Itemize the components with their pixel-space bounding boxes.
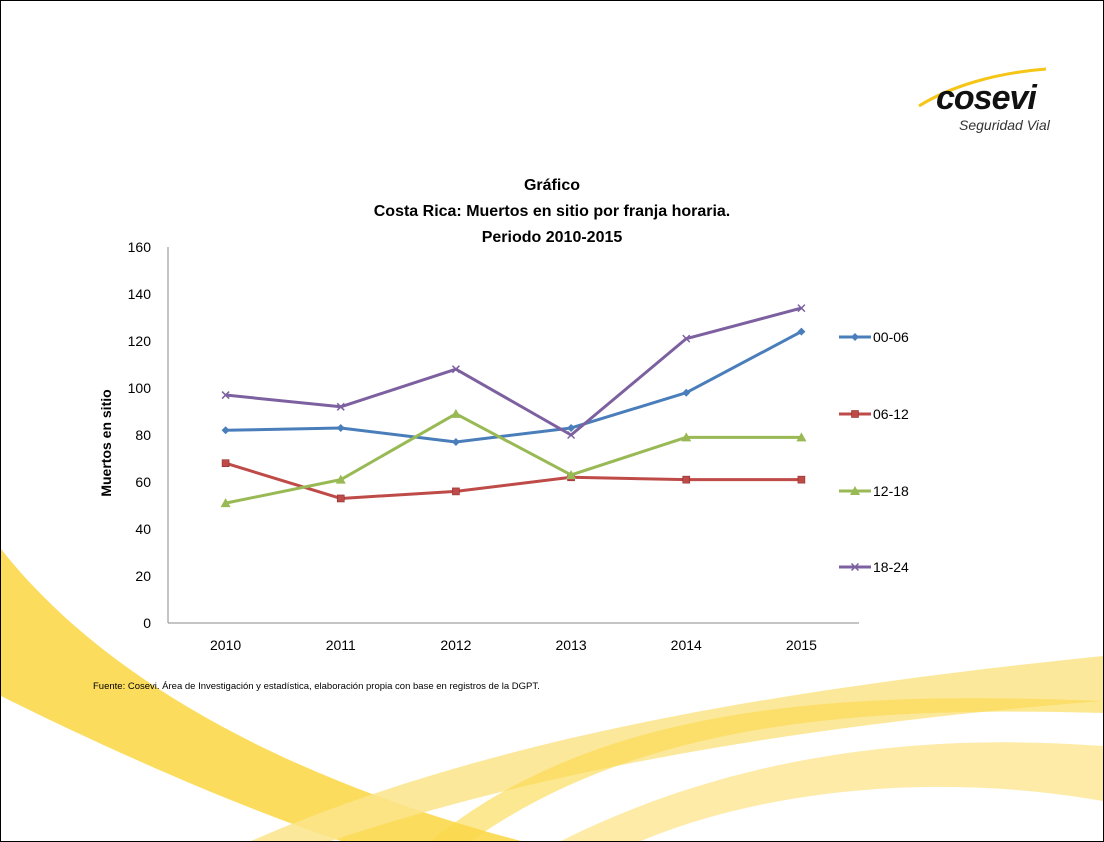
x-tick-label: 2010 [210,637,241,653]
data-point [221,426,230,435]
logo-swoosh-icon [918,67,1047,108]
y-tick-label: 80 [135,427,151,443]
y-axis: 0 20 40 60 80 100 120 140 160 Muertos en sitio [98,239,169,631]
source-note: Fuente: Cosevi. Área de Investigación y … [93,681,540,692]
data-point [681,432,692,442]
swoosh-band-thin [431,698,1103,841]
data-point [851,333,859,341]
x-axis: 2010 2011 2012 2013 2014 2015 [168,622,859,653]
y-tick-label: 120 [128,333,152,349]
data-point [796,432,807,442]
data-point [682,334,691,343]
y-axis-label: Muertos en sitio [98,389,114,496]
data-point [450,408,461,418]
swoosh-band-left [1,549,521,841]
series-00-06 [221,327,806,447]
series-line [225,306,802,437]
data-point [336,494,345,503]
data-point [851,410,859,418]
chart-title-line: Gráfico [524,177,580,194]
series-line [225,461,802,500]
data-point [221,459,230,468]
series-06-12 [221,459,806,503]
y-tick-label: 40 [135,521,151,537]
y-tick-label: 0 [143,615,151,631]
y-tick-label: 60 [135,474,151,490]
data-point [451,365,460,374]
x-tick-label: 2011 [326,637,356,653]
y-tick-label: 20 [135,568,151,584]
x-tick-label: 2013 [556,637,587,653]
data-point [797,327,806,336]
y-tick-label: 140 [128,286,152,302]
data-point [335,474,346,484]
data-point [797,304,806,313]
series-12-18 [220,408,807,508]
legend-label: 12-18 [873,483,909,499]
data-point [452,487,460,496]
data-point [336,423,345,432]
data-point [682,388,691,397]
data-point [220,498,231,508]
series-line [225,412,802,505]
x-tick-label: 2012 [440,637,471,653]
data-point [850,486,860,495]
legend-item: 18-24 [839,559,909,575]
line-chart: Gráfico Costa Rica: Muertos en sitio por … [98,177,909,653]
x-tick-label: 2014 [671,637,702,653]
data-point [797,475,806,484]
chart-title-line: Costa Rica: Muertos en sitio por franja … [374,203,731,220]
data-point [336,402,345,411]
legend-label: 00-06 [873,329,909,345]
legend-item: 06-12 [839,406,909,422]
plot-area [220,304,807,508]
legend-item: 00-06 [839,329,909,345]
data-point [566,469,577,479]
swoosh-band-right [561,742,1103,841]
legend-label: 18-24 [873,559,909,575]
chart-title-line: Periodo 2010-2015 [482,229,623,246]
chart-title: Gráfico Costa Rica: Muertos en sitio por … [374,177,731,246]
data-point [567,430,576,440]
legend: 00-06 06-12 12-18 18-24 [839,329,909,575]
legend-item: 12-18 [839,483,909,499]
data-point [567,423,576,432]
data-point [682,475,691,484]
x-tick-label: 2015 [786,637,817,653]
data-point [451,438,460,447]
data-point [850,562,860,572]
legend-label: 06-12 [873,406,909,422]
data-point [221,391,230,400]
series-18-24 [221,304,806,440]
logo-wordmark: cosevi [936,79,1037,117]
series-line [225,330,803,444]
y-tick-label: 160 [128,239,152,255]
logo-tagline: Seguridad Vial [959,117,1050,133]
y-tick-label: 100 [128,380,152,396]
